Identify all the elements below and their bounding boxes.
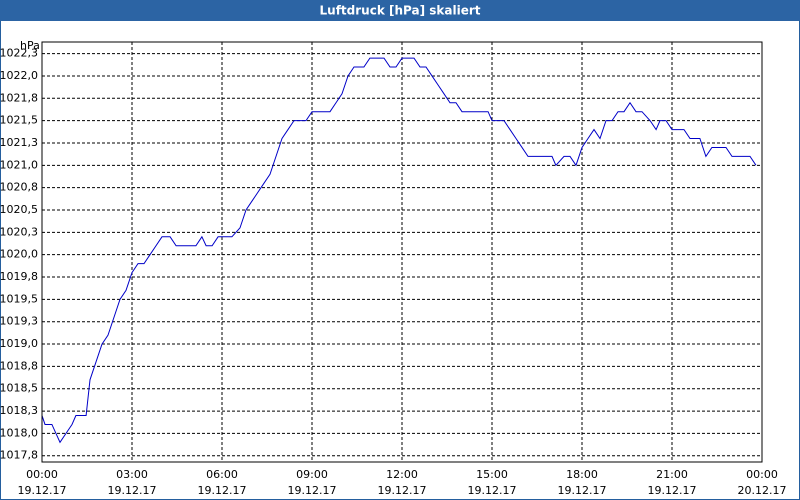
x-tick-label: 09:00 bbox=[296, 468, 328, 481]
y-tick-label: 1021,5 bbox=[0, 114, 38, 127]
x-tick-date: 19.12.17 bbox=[108, 484, 157, 497]
data-line bbox=[41, 57, 757, 444]
y-tick-label: 1021,0 bbox=[0, 158, 38, 171]
y-tick-label: 1021,3 bbox=[0, 136, 38, 149]
x-tick-label: 15:00 bbox=[476, 468, 508, 481]
chart-title: Luftdruck [hPa] skaliert bbox=[320, 4, 481, 18]
x-tick-date: 20.12.17 bbox=[738, 484, 787, 497]
x-tick-date: 19.12.17 bbox=[198, 484, 247, 497]
x-tick-date: 19.12.17 bbox=[468, 484, 517, 497]
x-tick-label: 21:00 bbox=[656, 468, 688, 481]
x-tick-date: 19.12.17 bbox=[18, 484, 67, 497]
x-tick-date: 19.12.17 bbox=[648, 484, 697, 497]
y-tick-label: 1018,5 bbox=[0, 382, 38, 395]
plot-frame bbox=[41, 41, 763, 463]
y-tick-label: 1022,3 bbox=[0, 47, 38, 60]
y-tick-label: 1017,8 bbox=[0, 449, 38, 462]
x-tick-date: 19.12.17 bbox=[288, 484, 337, 497]
x-tick-label: 00:00 bbox=[26, 468, 58, 481]
y-tick-label: 1022,0 bbox=[0, 69, 38, 82]
y-tick-label: 1018,8 bbox=[0, 359, 38, 372]
y-tick-label: 1018,0 bbox=[0, 426, 38, 439]
x-tick-label: 03:00 bbox=[116, 468, 148, 481]
x-tick-label: 18:00 bbox=[566, 468, 598, 481]
unit-label: hPa bbox=[20, 39, 40, 52]
y-tick-label: 1020,3 bbox=[0, 225, 38, 238]
x-tick-label: 12:00 bbox=[386, 468, 418, 481]
y-tick-label: 1018,3 bbox=[0, 404, 38, 417]
y-tick-label: 1020,5 bbox=[0, 203, 38, 216]
y-tick-label: 1019,5 bbox=[0, 292, 38, 305]
y-tick-label: 1019,3 bbox=[0, 315, 38, 328]
y-tick-label: 1020,0 bbox=[0, 248, 38, 261]
title-bar bbox=[0, 0, 800, 21]
x-tick-date: 19.12.17 bbox=[558, 484, 607, 497]
y-tick-label: 1020,8 bbox=[0, 181, 38, 194]
y-tick-label: 1019,8 bbox=[0, 270, 38, 283]
x-tick-label: 06:00 bbox=[206, 468, 238, 481]
y-tick-label: 1019,0 bbox=[0, 337, 38, 350]
y-tick-label: 1021,8 bbox=[0, 91, 38, 104]
x-tick-label: 00:00 bbox=[746, 468, 778, 481]
x-tick-date: 19.12.17 bbox=[378, 484, 427, 497]
